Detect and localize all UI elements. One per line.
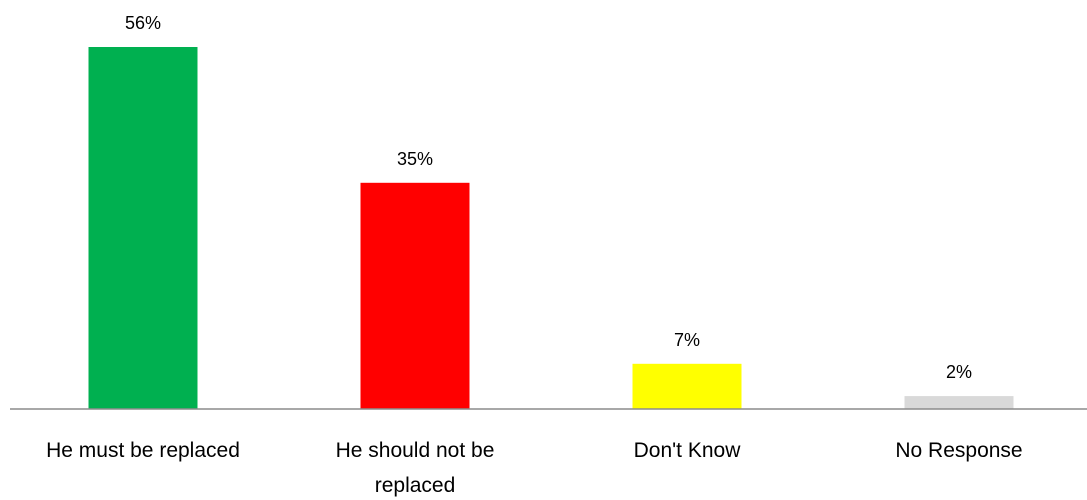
bars — [88, 47, 1014, 410]
category-label-2: He should not be replaced — [336, 439, 495, 497]
category-label-3: Don't Know — [634, 439, 742, 462]
data-label-1: 56% — [125, 13, 161, 33]
category-label-4: No Response — [895, 439, 1022, 462]
category-label-line: replaced — [375, 474, 456, 497]
category-label-line: He must be replaced — [46, 439, 240, 462]
data-labels: 56% 35% 7% 2% — [125, 13, 972, 382]
category-label-line: No Response — [895, 439, 1022, 462]
bar-1 — [88, 47, 198, 409]
category-label-1: He must be replaced — [46, 439, 240, 462]
bar-2 — [360, 182, 470, 410]
category-label-line: Don't Know — [634, 439, 742, 462]
data-label-3: 7% — [674, 330, 700, 350]
data-label-2: 35% — [397, 149, 433, 169]
category-labels: He must be replaced He should not be repla… — [46, 439, 1023, 497]
data-label-4: 2% — [946, 362, 972, 382]
bar-3 — [632, 363, 742, 410]
bar-4 — [904, 396, 1014, 409]
category-label-line: He should not be — [336, 439, 495, 462]
